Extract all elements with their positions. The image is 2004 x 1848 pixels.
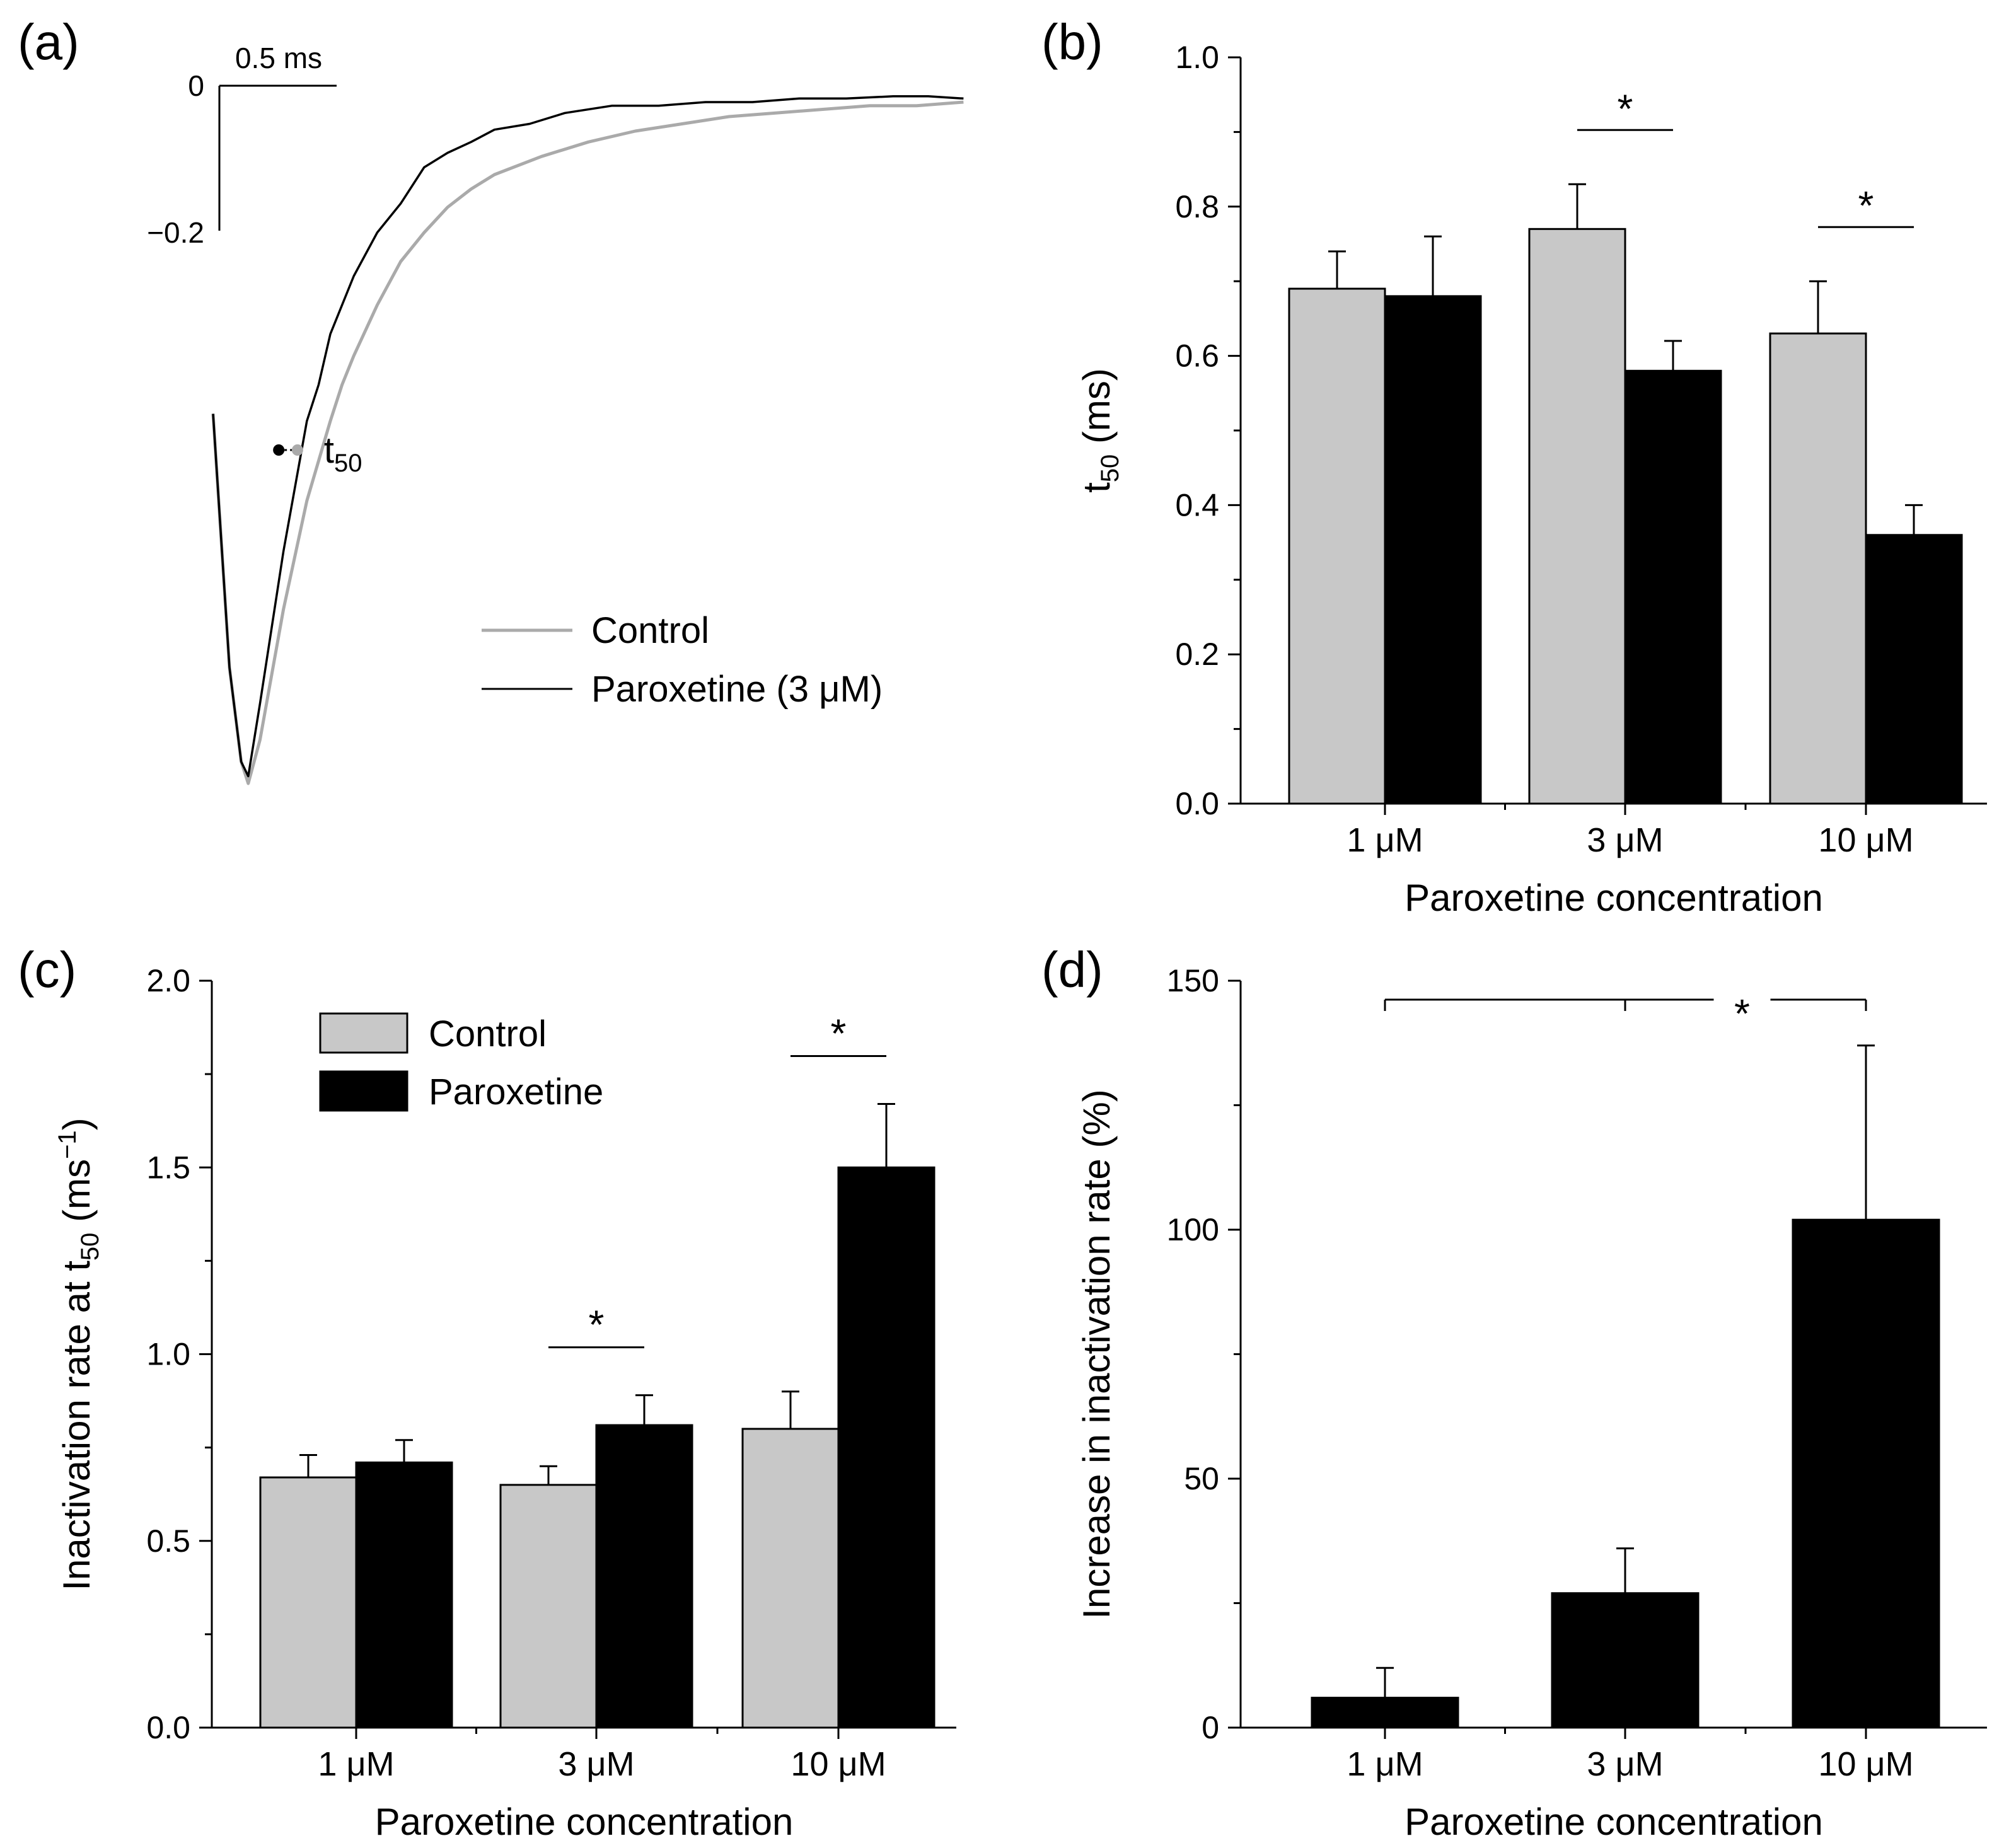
scale-bar: 0.5 ms 0 −0.2 [147,42,337,249]
y-tick-label: 0.6 [1175,338,1219,374]
y-tick-label: 1.0 [146,1337,190,1372]
bar-paroxetine [355,1461,453,1729]
bar-increase [1792,1218,1940,1729]
y-tick-label: 0.0 [146,1710,190,1745]
bar-paroxetine [595,1424,693,1729]
x-tick-label: 3 μM [558,1745,634,1783]
x-tick-label: 10 μM [1818,1745,1913,1783]
y-tick-label: 0.5 [146,1523,190,1559]
scale-bar-amp-label: −0.2 [147,216,204,249]
y-axis-label: Increase in inactivation rate (%) [1075,1089,1118,1619]
bar-paroxetine [837,1166,935,1729]
y-tick-label: 0 [1202,1710,1219,1745]
bar-paroxetine [1624,369,1722,805]
bar-paroxetine [1384,295,1482,805]
y-tick-label: 1.5 [146,1150,190,1185]
bar-control [499,1484,598,1729]
y-tick-label: 100 [1167,1212,1219,1247]
y-tick-label: 0.2 [1175,637,1219,672]
x-tick-label: 10 μM [791,1745,886,1783]
bar-paroxetine [1865,534,1963,805]
significance-star: * [1734,991,1750,1036]
y-label-rest: (ms [55,1159,98,1233]
t50-marker-paroxetine [273,444,285,456]
y-label-sup: −1 [54,1130,81,1159]
y-label-close: ) [55,1117,98,1130]
significance-star: * [589,1302,605,1348]
panel-a: (a) 0.5 ms 0 −0.2 t50 Control Paroxetine (3 μM… [18,14,964,785]
panel-label: (a) [18,14,79,70]
panel-label: (d) [1041,942,1103,998]
y-label-rest: (ms) [1075,368,1118,454]
panel-label: (c) [18,942,76,998]
significance-star: * [1858,183,1874,228]
y-label-main: Inactivation rate at t [55,1261,98,1591]
legend-label-paroxetine: Paroxetine [429,1071,603,1112]
x-tick-label: 1 μM [1347,1745,1423,1783]
x-tick-label: 3 μM [1587,1745,1663,1783]
bar-increase [1311,1697,1459,1729]
y-label-sub: 50 [1096,454,1124,483]
y-tick-label: 50 [1184,1461,1219,1496]
significance-star: * [831,1011,847,1056]
bar-control [259,1476,357,1729]
x-tick-label: 1 μM [318,1745,394,1783]
x-tick-label: 10 μM [1818,821,1913,859]
bar-control [1528,228,1626,805]
y-tick-label: 0.4 [1175,487,1219,523]
x-axis-label: Paroxetine concentration [1405,1801,1823,1843]
scale-bar-time-label: 0.5 ms [235,42,322,74]
trace-paroxetine [212,95,964,778]
scale-bar-zero-label: 0 [188,69,204,102]
legend-label-control: Control [429,1014,547,1054]
trace-control [211,100,964,785]
legend-swatch-paroxetine [319,1070,408,1112]
y-label-sub: 50 [76,1233,104,1261]
t50-sub: 50 [334,449,362,477]
x-axis-label: Paroxetine concentration [375,1801,794,1843]
bar-control [1769,332,1867,805]
panel-c: (c) 0.0 0.5 1.0 1.5 2.0 1 μM 3 μM 10 μM Paroxetin… [18,942,956,1843]
panel-d: (d) 0 50 100 150 1 μM 3 μM 10 μM Paroxetine conc… [1041,942,1987,1843]
t50-marker-control [291,444,303,456]
y-axis-label: t50 (ms) [1075,368,1124,493]
panel-b: (b) 0.0 0.2 0.4 0.6 0.8 1.0 1 μM 3 μM 10 μM Paroxe… [1041,14,1987,919]
legend-swatch-control [319,1012,408,1054]
y-tick-label: 0.0 [1175,786,1219,821]
bar-control [1288,287,1386,805]
x-axis-label: Paroxetine concentration [1405,877,1823,919]
y-axis-label: Inactivation rate at t50 (ms−1) [54,1117,104,1590]
y-tick-label: 0.8 [1175,189,1219,224]
legend-a: Control Paroxetine (3 μM) [482,610,883,710]
legend: Control Paroxetine [319,1012,603,1112]
x-tick-label: 3 μM [1587,821,1663,859]
bar-control [741,1428,840,1729]
t50-main: t [324,430,334,471]
panel-label: (b) [1041,14,1103,70]
y-tick-label: 2.0 [146,963,190,998]
y-tick-label: 1.0 [1175,40,1219,75]
t50-annotation: t50 [324,430,362,477]
y-label-main: t [1075,482,1118,493]
x-tick-label: 1 μM [1347,821,1423,859]
y-tick-label: 150 [1167,963,1219,998]
bar-increase [1551,1592,1700,1729]
legend-label-paroxetine: Paroxetine (3 μM) [591,669,883,710]
legend-label-control: Control [591,610,709,651]
significance-star: * [1618,86,1633,131]
